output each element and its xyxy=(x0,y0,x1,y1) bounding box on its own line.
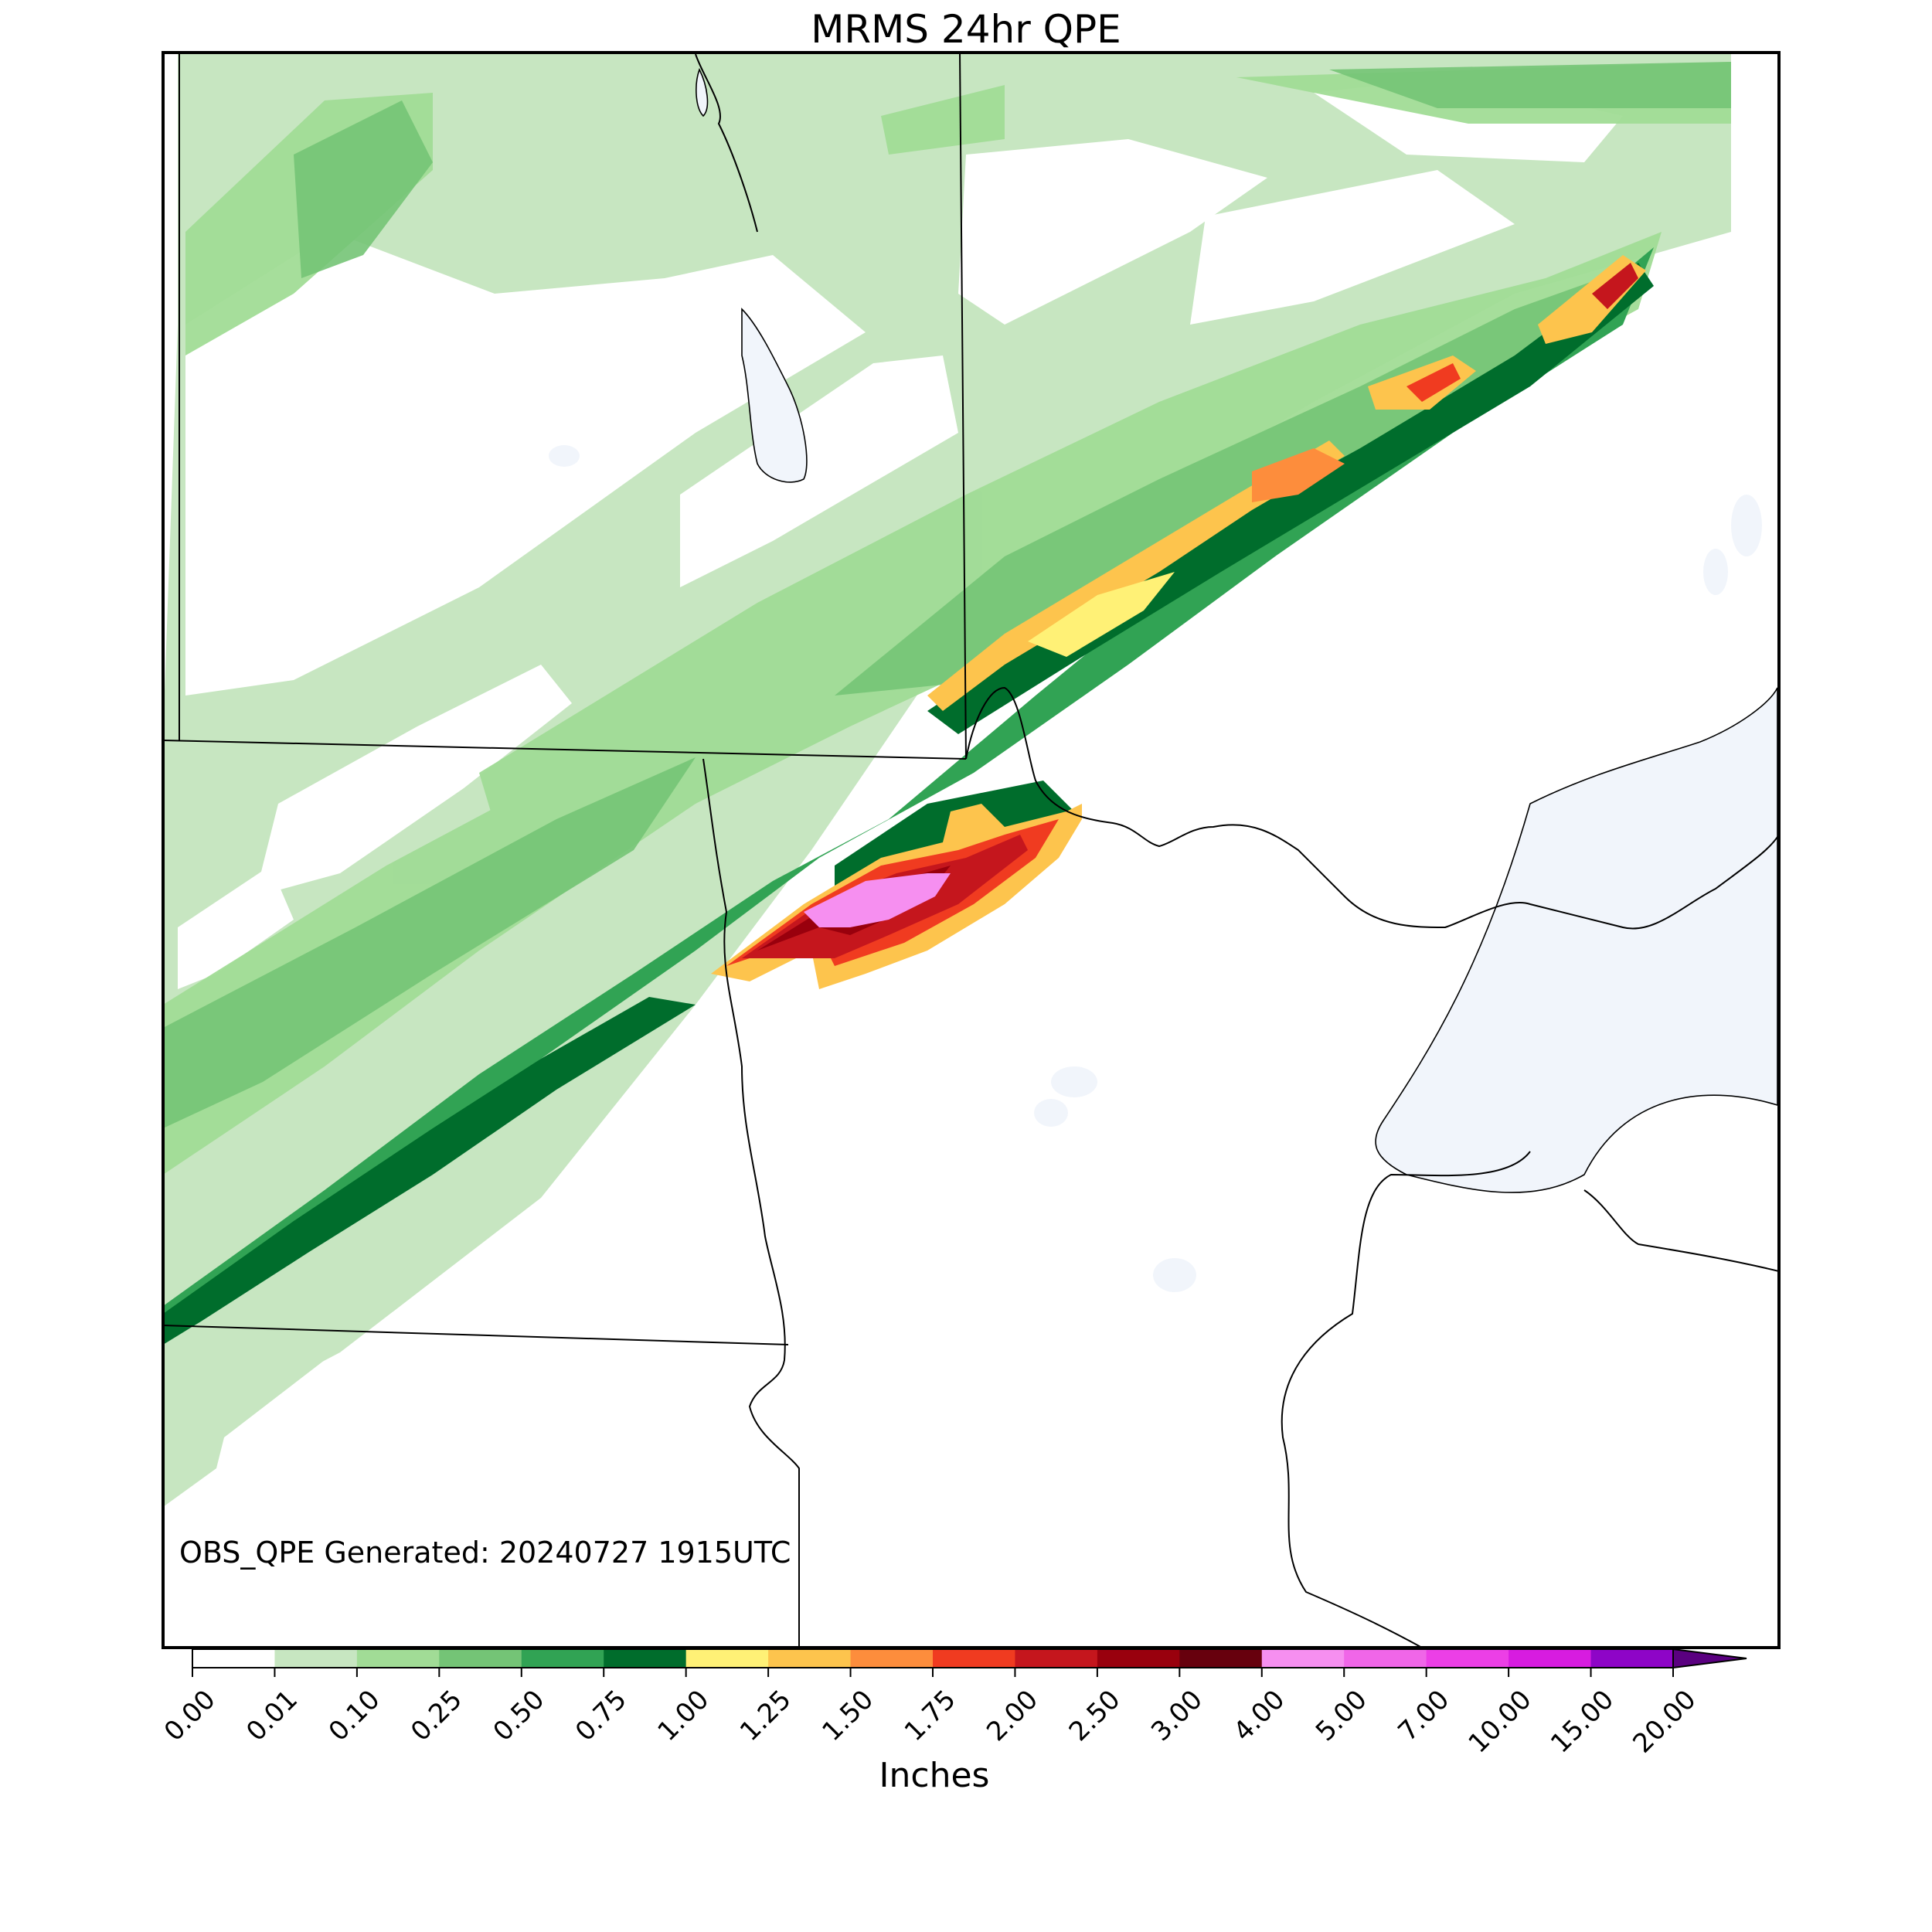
colorbar-label: Inches xyxy=(879,1756,990,1795)
colorbar-swatch xyxy=(1179,1649,1263,1668)
colorbar-swatch xyxy=(1509,1649,1592,1668)
state-borders xyxy=(163,53,1779,1648)
colorbar-extend-arrow xyxy=(1672,1648,1747,1669)
colorbar-tick-label: 0.50 xyxy=(488,1684,551,1747)
colorbar-swatch xyxy=(1344,1649,1427,1668)
colorbar-swatch xyxy=(1015,1649,1098,1668)
colorbar-swatch xyxy=(1261,1649,1345,1668)
colorbar-tick-label: 0.00 xyxy=(158,1684,222,1747)
colorbar-tick-label: 2.00 xyxy=(981,1684,1044,1747)
colorbar-tick-label: 1.00 xyxy=(651,1684,715,1747)
lakes xyxy=(696,67,1778,1193)
colorbar-tick-label: 10.00 xyxy=(1463,1684,1538,1759)
precip-gaps xyxy=(178,77,1623,989)
colorbar-tick-label: 0.01 xyxy=(240,1684,304,1747)
colorbar-swatch xyxy=(604,1649,687,1668)
colorbar-swatch xyxy=(1426,1649,1509,1668)
colorbar-tick-label: 0.25 xyxy=(405,1684,468,1747)
colorbar-swatch xyxy=(768,1649,852,1668)
map-frame xyxy=(162,51,1781,1649)
colorbar-tick-label: 1.25 xyxy=(734,1684,798,1747)
generated-timestamp: OBS_QPE Generated: 20240727 1915UTC xyxy=(179,1536,791,1570)
colorbar-swatch xyxy=(439,1649,522,1668)
colorbar-tick-label: 0.75 xyxy=(570,1684,633,1747)
colorbar-tick-label: 0.10 xyxy=(323,1684,386,1747)
colorbar-swatch xyxy=(1590,1649,1674,1668)
colorbar-tick-label: 20.00 xyxy=(1627,1684,1702,1759)
map-title: MRMS 24hr QPE xyxy=(811,7,1121,52)
colorbar-tick-label: 5.00 xyxy=(1310,1684,1373,1747)
colorbar-tick-label: 15.00 xyxy=(1545,1684,1620,1759)
colorbar-swatch xyxy=(850,1649,934,1668)
colorbar-swatch xyxy=(1097,1649,1180,1668)
colorbar-tick-label: 1.50 xyxy=(816,1684,879,1747)
colorbar-tick-label: 1.75 xyxy=(899,1684,962,1747)
precip-intense-cores xyxy=(711,255,1646,989)
colorbar-tick-label: 4.00 xyxy=(1228,1684,1291,1747)
colorbar-swatch xyxy=(192,1649,275,1668)
small-lakes xyxy=(549,445,1762,1292)
colorbar-swatch xyxy=(356,1649,440,1668)
colorbar-tick-label: 3.00 xyxy=(1145,1684,1209,1747)
colorbar-tick-label: 2.50 xyxy=(1063,1684,1127,1747)
colorbar-swatch xyxy=(521,1649,604,1668)
colorbar-tick-label: 7.00 xyxy=(1392,1684,1455,1747)
colorbar-swatch xyxy=(933,1649,1015,1668)
colorbar-swatch xyxy=(274,1649,358,1668)
colorbar-swatch xyxy=(685,1649,769,1668)
